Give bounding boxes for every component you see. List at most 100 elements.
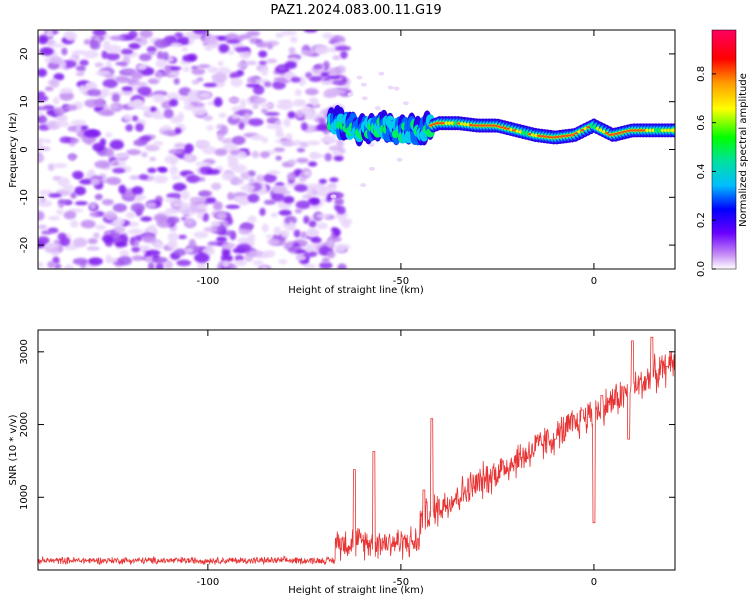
heatmap-cell — [198, 176, 206, 182]
heatmap-marks — [38, 30, 675, 269]
heatmap-cell — [105, 254, 112, 264]
heatmap-cell — [133, 240, 140, 247]
heatmap-cell — [44, 138, 52, 144]
heatmap-cell — [197, 261, 207, 269]
heatmap-cell — [187, 89, 203, 100]
heatmap-cell — [96, 98, 105, 108]
heatmap-cell — [139, 30, 153, 39]
heatmap-cell — [240, 184, 255, 192]
heatmap-cell — [79, 59, 89, 66]
heatmap-cell — [231, 114, 240, 120]
heatmap-cell — [276, 103, 287, 109]
heatmap-cell — [168, 148, 184, 155]
heatmap-cell — [402, 101, 409, 106]
heatmap-cell — [147, 167, 157, 174]
heatmap-cell — [153, 140, 164, 147]
heatmap-cell — [316, 213, 330, 219]
heatmap-cell — [229, 72, 240, 79]
heatmap-cell — [278, 79, 291, 84]
heatmap-cell — [253, 97, 267, 104]
heatmap-cell — [293, 229, 301, 238]
heatmap-cell — [303, 170, 312, 177]
heatmap-cell — [329, 177, 339, 183]
heatmap-cell — [105, 176, 122, 185]
heatmap-cell — [337, 263, 347, 269]
heatmap-cell — [59, 237, 71, 247]
heatmap-cell — [301, 194, 314, 199]
heatmap-cell — [78, 84, 87, 94]
heatmap-cell — [80, 219, 96, 229]
y-tick-label: 2000 — [19, 412, 30, 437]
heatmap-cell — [104, 210, 117, 221]
heatmap-cell — [275, 32, 285, 39]
snr-series-line — [38, 336, 675, 566]
heatmap-cell — [125, 211, 136, 219]
x-tick-label: -100 — [197, 276, 220, 287]
heatmap-cell — [145, 144, 160, 152]
heatmap-cell — [303, 215, 310, 224]
heatmap-cell — [70, 220, 79, 228]
heatmap-cell — [202, 145, 217, 155]
heatmap-cell — [309, 197, 320, 206]
heatmap-cell — [265, 234, 274, 239]
heatmap-cell — [117, 255, 133, 266]
heatmap-cell — [195, 161, 210, 167]
colorbar-gradient — [711, 29, 737, 270]
spectrogram-x-ticks: -100 -50 0 — [197, 30, 597, 287]
heatmap-cell — [52, 256, 60, 264]
heatmap-cell — [336, 138, 345, 148]
heatmap-cell — [308, 97, 317, 104]
heatmap-cell — [71, 49, 87, 55]
heatmap-cell — [334, 198, 344, 206]
colorbar-tick-label: 0.8 — [696, 66, 707, 82]
heatmap-cell — [138, 174, 149, 181]
heatmap-cell — [183, 104, 195, 111]
heatmap-cell — [128, 42, 141, 50]
heatmap-cell — [141, 233, 156, 243]
heatmap-cell — [154, 71, 164, 78]
heatmap-cell — [89, 211, 99, 217]
heatmap-cell — [228, 97, 240, 103]
heatmap-cell — [61, 47, 68, 56]
heatmap-cell — [185, 217, 194, 226]
heatmap-cell — [182, 54, 196, 62]
heatmap-cell — [112, 161, 120, 166]
colorbar-label: Normalized spectral amplitude — [738, 73, 749, 227]
heatmap-cell — [154, 241, 164, 250]
heatmap-cell — [38, 36, 48, 45]
heatmap-cell — [191, 106, 207, 117]
colorbar-tick-label: 0.0 — [696, 261, 707, 277]
heatmap-cell — [245, 60, 257, 65]
heatmap-cell — [206, 169, 220, 175]
heatmap-cell — [149, 106, 157, 112]
heatmap-cell — [222, 260, 230, 268]
heatmap-cell — [214, 148, 228, 156]
heatmap-cell — [271, 184, 287, 194]
heatmap-cell — [281, 140, 295, 147]
heatmap-cell — [173, 248, 187, 257]
heatmap-cell — [332, 150, 339, 155]
heatmap-cell — [260, 265, 269, 269]
colorbar-tick-label: 0.4 — [696, 163, 707, 179]
heatmap-cell — [146, 46, 157, 53]
heatmap-cell — [89, 39, 100, 49]
heatmap-cell — [258, 60, 267, 65]
heatmap-cell — [152, 93, 166, 103]
heatmap-cell — [221, 242, 236, 250]
heatmap-cell — [122, 113, 133, 122]
heatmap-cell — [38, 68, 48, 77]
heatmap-cell — [314, 184, 326, 193]
heatmap-cell — [83, 50, 99, 59]
heatmap-cell — [153, 213, 168, 222]
heatmap-cell — [170, 42, 183, 47]
heatmap-cell — [75, 124, 82, 133]
heatmap-cell — [119, 249, 130, 256]
x-tick-label: 0 — [591, 577, 597, 588]
heatmap-cell — [178, 234, 187, 240]
heatmap-cell — [105, 147, 115, 158]
heatmap-cell — [303, 30, 318, 33]
heatmap-cell — [141, 151, 148, 158]
heatmap-cell — [86, 246, 101, 251]
heatmap-cell — [361, 96, 368, 101]
heatmap-cell — [111, 93, 120, 103]
